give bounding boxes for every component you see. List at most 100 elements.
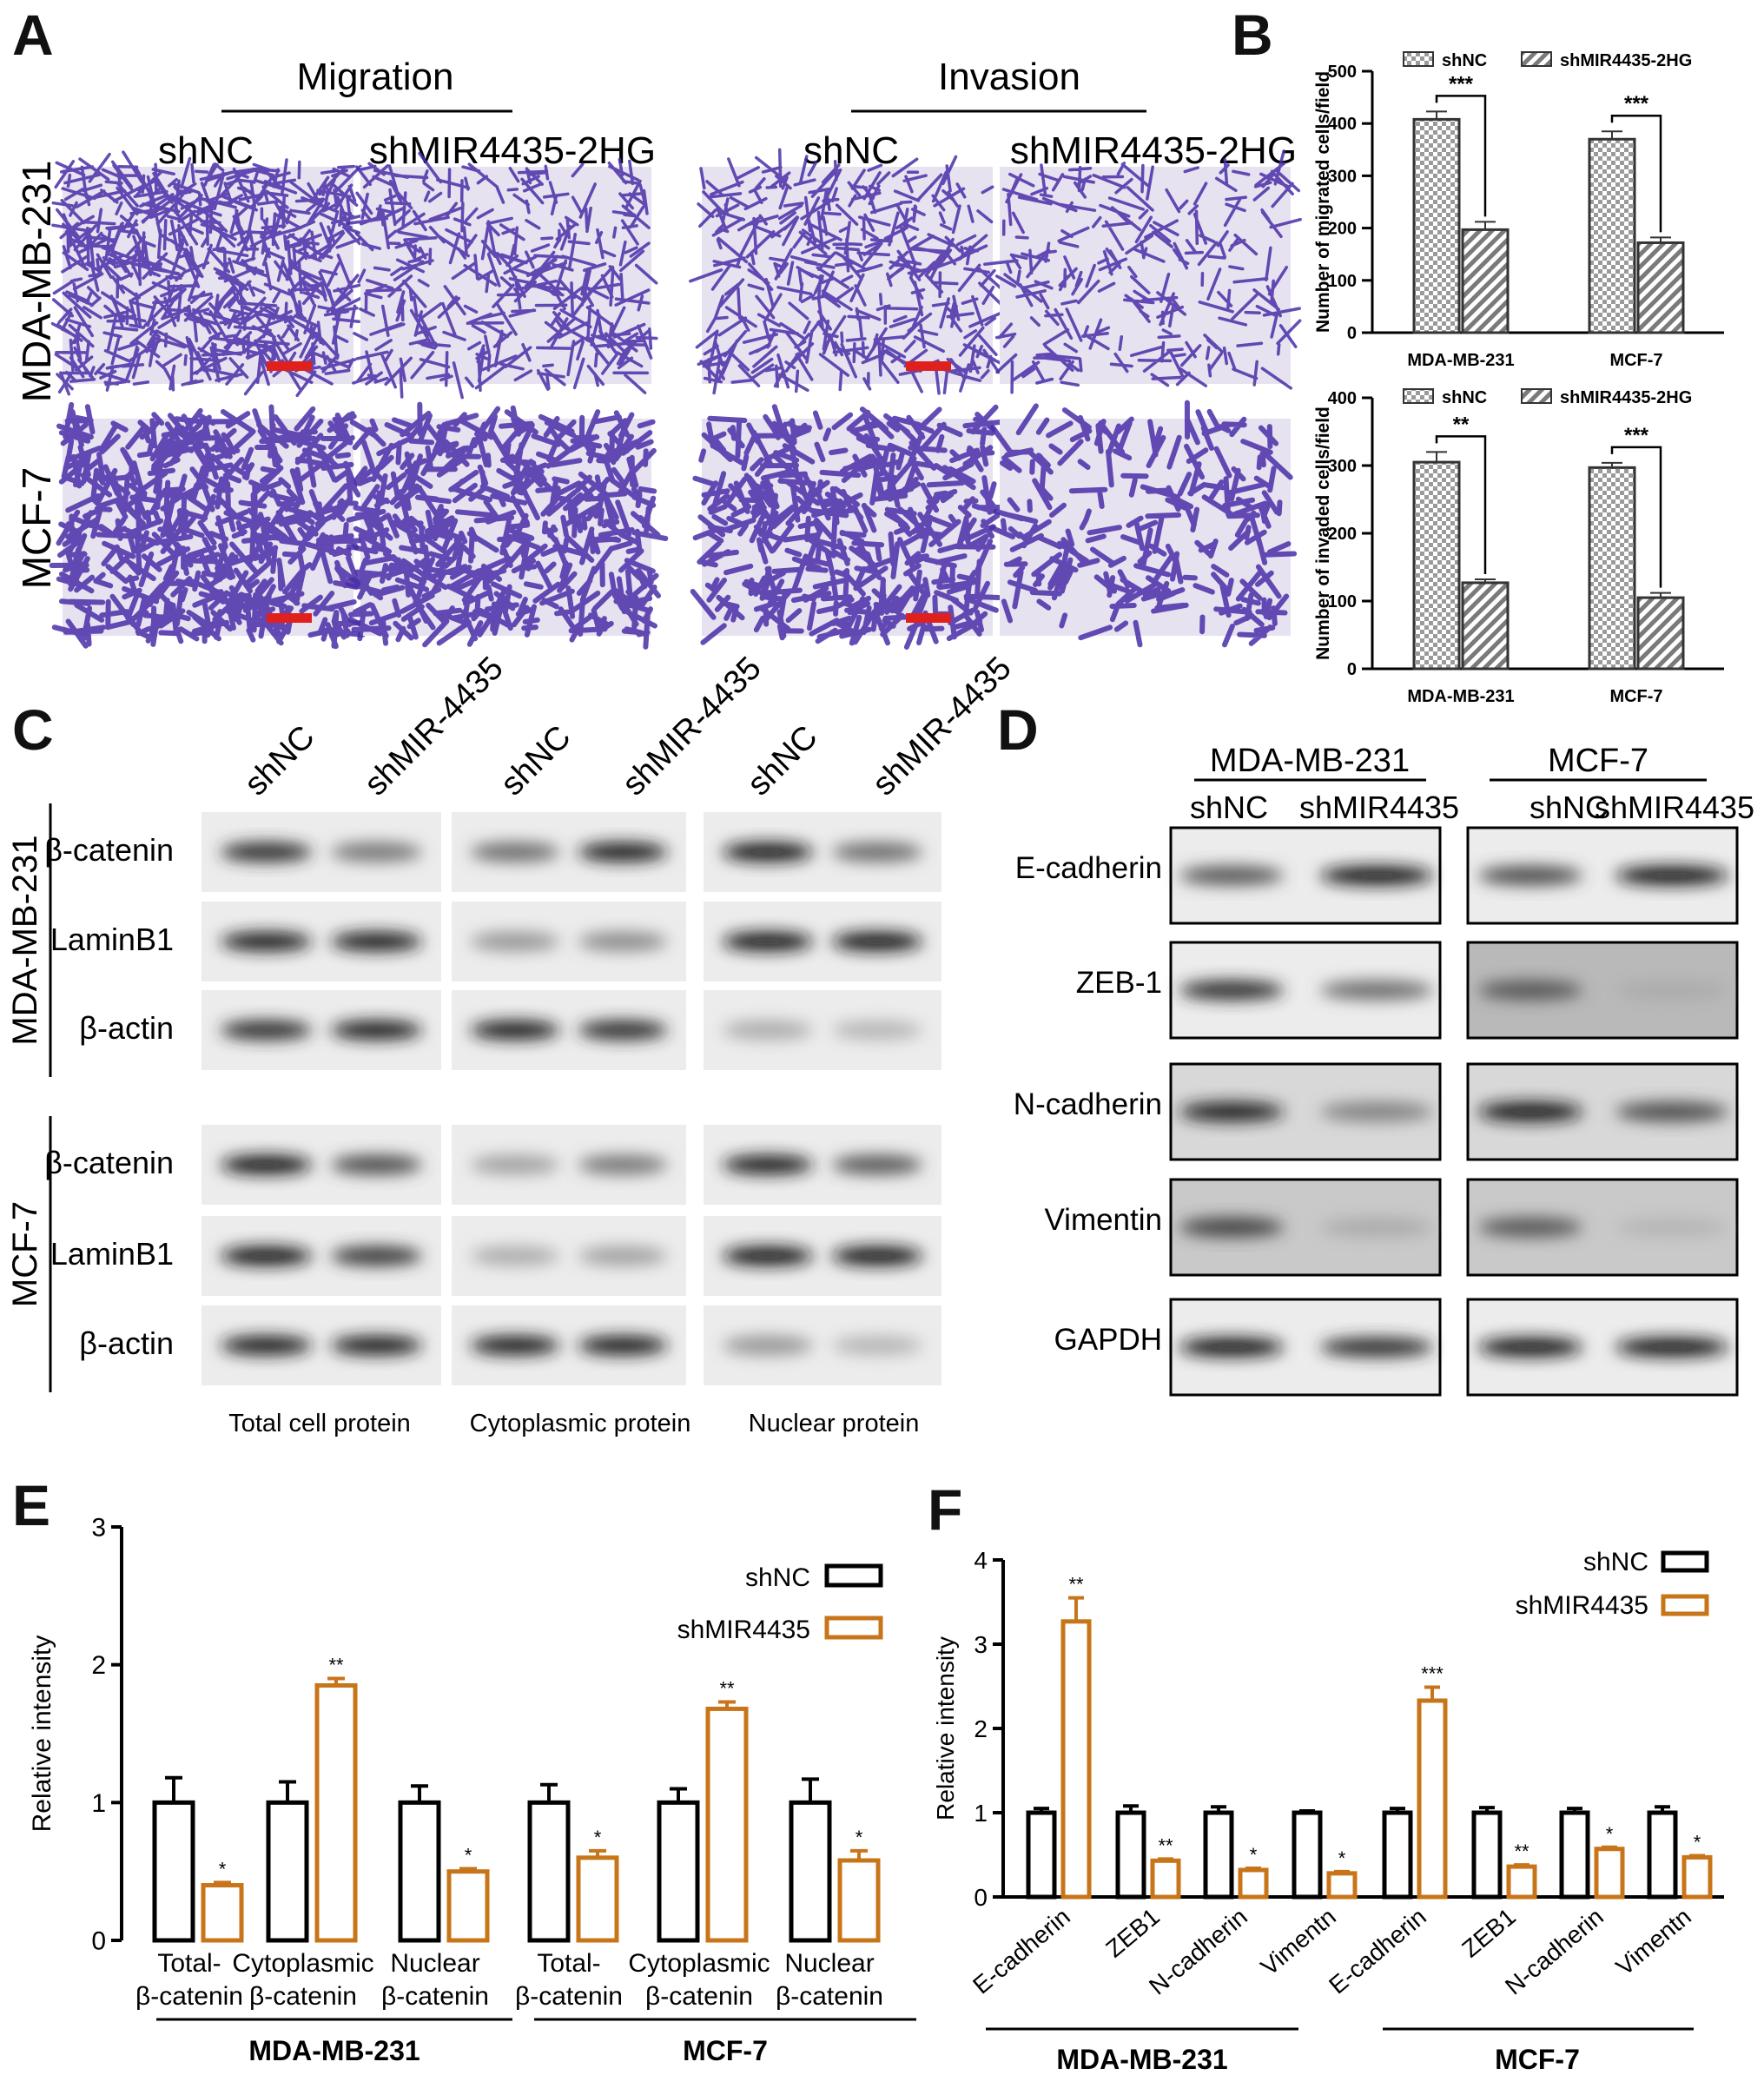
- protein-band: [578, 1155, 668, 1174]
- micrograph-image: [988, 400, 1298, 648]
- y-tick-label: 100: [1328, 272, 1357, 291]
- bar: [1326, 1871, 1358, 1900]
- protein-band: [722, 1246, 814, 1265]
- protein-band: [1478, 1102, 1582, 1121]
- bar: [1636, 596, 1685, 671]
- legend-swatch: [824, 1616, 883, 1640]
- lane-label: shNC: [1190, 790, 1268, 825]
- bar: [1417, 1698, 1448, 1900]
- significance-label: **: [719, 1678, 735, 1700]
- lane-label: shMIR-4435: [866, 650, 1019, 803]
- x-tick-label: MCF-7: [1609, 687, 1662, 706]
- micrograph-image: [983, 149, 1302, 394]
- legend-swatch: [824, 1563, 883, 1588]
- protein-label: LaminB1: [50, 1236, 174, 1272]
- legend-label: shNC: [1442, 51, 1487, 70]
- protein-label: β-actin: [79, 1325, 174, 1361]
- blot-frame: [1169, 1298, 1442, 1397]
- significance-label: **: [1158, 1834, 1173, 1856]
- protein-band: [331, 843, 422, 862]
- legend-swatch: [1661, 1594, 1709, 1616]
- protein-band: [1320, 981, 1433, 1000]
- protein-band: [1478, 1218, 1582, 1237]
- cell-line-label: MDA-MB-231: [6, 835, 44, 1045]
- y-tick-label: 300: [1328, 167, 1357, 186]
- protein-band: [578, 843, 668, 862]
- y-tick-label: 400: [1328, 115, 1357, 134]
- protein-band: [1615, 1218, 1728, 1237]
- y-tick-label: 1: [974, 1800, 988, 1827]
- lane-label: shMIR4435: [1595, 790, 1754, 825]
- protein-label: E-cadherin: [1015, 851, 1162, 885]
- blot-frame: [1169, 826, 1442, 925]
- protein-band: [1615, 981, 1728, 1000]
- protein-band: [831, 843, 923, 862]
- protein-band: [1478, 981, 1582, 1000]
- condition-label: shNC: [158, 129, 254, 172]
- stained-cells: [345, 401, 669, 650]
- blot-frame: [1169, 1178, 1442, 1277]
- migration-title: Migration: [297, 56, 454, 98]
- protein-label: β-catenin: [44, 1145, 174, 1180]
- significance-bracket: [1610, 446, 1662, 588]
- protein-label: GAPDH: [1054, 1323, 1162, 1357]
- significance-label: **: [1453, 413, 1470, 436]
- protein-band: [722, 932, 814, 951]
- x-tick-label: β-catenin: [645, 1982, 753, 2011]
- y-tick-label: 1: [91, 1789, 106, 1818]
- bar: [1461, 228, 1510, 334]
- significance-label: *: [1694, 1831, 1701, 1853]
- x-tick-label: ZEB1: [1457, 1903, 1521, 1963]
- protein-label: β-catenin: [44, 832, 174, 868]
- legend-label: shMIR4435: [677, 1616, 810, 1644]
- protein-band: [1179, 1218, 1284, 1237]
- micrograph-image: [50, 150, 369, 398]
- protein-band: [1615, 1102, 1728, 1121]
- lane-label: shMIR4435: [1299, 790, 1459, 825]
- blot-frame: [1466, 826, 1739, 925]
- legend-label: shMIR4435-2HG: [1560, 388, 1692, 407]
- bar: [1461, 581, 1510, 671]
- row-label-mcf-7: MCF-7: [14, 467, 59, 590]
- y-tick-label: 4: [974, 1547, 988, 1574]
- bar: [446, 1869, 490, 1943]
- y-tick-label: 2: [974, 1715, 988, 1742]
- protein-band: [831, 1155, 923, 1174]
- protein-band: [470, 1155, 560, 1174]
- legend-swatch: [1403, 51, 1434, 67]
- protein-band: [722, 1336, 814, 1355]
- y-axis-label: Relative intensity: [932, 1636, 959, 1821]
- protein-band: [1615, 1338, 1728, 1357]
- x-tick-label: E-cadherin: [968, 1903, 1075, 1999]
- x-tick-label: β-catenin: [381, 1982, 489, 2011]
- protein-label: β-actin: [79, 1010, 174, 1046]
- stained-cells: [988, 400, 1298, 648]
- bar: [837, 1858, 881, 1943]
- stained-cells: [689, 148, 1005, 395]
- x-tick-label: Vimentn: [1611, 1903, 1696, 1980]
- significance-label: *: [1606, 1823, 1614, 1845]
- x-tick-label: β-catenin: [249, 1982, 357, 2011]
- significance-label: *: [1338, 1847, 1346, 1869]
- y-tick-label: 0: [974, 1884, 988, 1911]
- micrograph-image: [345, 401, 669, 650]
- significance-bracket: [1435, 95, 1487, 217]
- fraction-label: Cytoplasmic protein: [470, 1410, 691, 1437]
- bar: [1238, 1867, 1269, 1900]
- group-label: MDA-MB-231: [1056, 2044, 1227, 2075]
- cell-line-header: MCF-7: [1548, 743, 1648, 779]
- bar: [789, 1800, 832, 1943]
- protein-band: [470, 1021, 560, 1040]
- x-tick-label: E-cadherin: [1324, 1903, 1431, 1999]
- legend-swatch: [1521, 388, 1552, 404]
- panel-label-d: D: [997, 697, 1039, 762]
- bar: [1471, 1810, 1503, 1900]
- significance-label: *: [594, 1827, 602, 1848]
- protein-band: [1320, 1218, 1433, 1237]
- legend-swatch: [1521, 51, 1552, 67]
- micrograph-image: [689, 148, 1005, 395]
- protein-band: [1320, 1102, 1433, 1121]
- panel-label-f: F: [928, 1477, 963, 1542]
